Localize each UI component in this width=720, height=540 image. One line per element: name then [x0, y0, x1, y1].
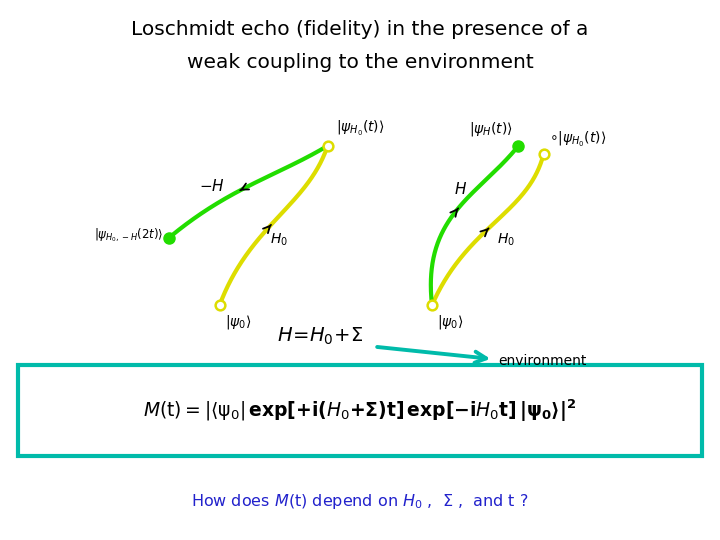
Text: $-H$: $-H$	[199, 178, 225, 194]
Text: $|\psi_0\rangle$: $|\psi_0\rangle$	[437, 313, 464, 331]
Text: $H_0$: $H_0$	[270, 232, 288, 248]
Text: How does $M$(t) depend on $H_0$ ,  $\Sigma$ ,  and t ?: How does $M$(t) depend on $H_0$ , $\Sigm…	[192, 491, 528, 511]
Text: $|\psi_{H_0,-H}(2t)\rangle$: $|\psi_{H_0,-H}(2t)\rangle$	[94, 227, 163, 245]
Text: $\circ|\psi_{H_0}(t)\rangle$: $\circ|\psi_{H_0}(t)\rangle$	[549, 130, 606, 149]
Text: $|\psi_0\rangle$: $|\psi_0\rangle$	[225, 313, 251, 331]
Text: environment: environment	[498, 354, 587, 368]
Text: $H_0$: $H_0$	[497, 232, 515, 248]
Text: $M\mathrm{(t) = |\langle\psi_0|\,}$$\mathbf{exp[+i(}H_0\mathbf{+\Sigma)t]\,exp[-: $M\mathrm{(t) = |\langle\psi_0|\,}$$\mat…	[143, 397, 577, 424]
Text: $H$: $H$	[454, 181, 467, 197]
Text: $|\psi_H(t)\rangle$: $|\psi_H(t)\rangle$	[469, 120, 513, 138]
Text: $|\psi_{H_0}(t)\rangle$: $|\psi_{H_0}(t)\rangle$	[336, 119, 384, 138]
Text: Loschmidt echo (fidelity) in the presence of a: Loschmidt echo (fidelity) in the presenc…	[131, 20, 589, 39]
Bar	[18, 364, 702, 456]
Text: $H\!=\!H_0\!+\!\Sigma$: $H\!=\!H_0\!+\!\Sigma$	[277, 325, 364, 347]
Text: weak coupling to the environment: weak coupling to the environment	[186, 52, 534, 72]
